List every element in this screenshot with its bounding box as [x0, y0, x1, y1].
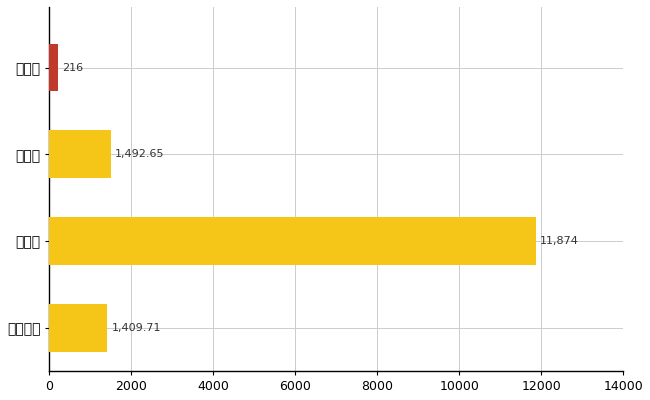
Text: 11,874: 11,874 — [540, 236, 579, 246]
Bar — [49, 217, 536, 265]
Bar — [49, 130, 110, 178]
Text: 216: 216 — [62, 63, 84, 73]
Text: 1,409.71: 1,409.71 — [111, 323, 161, 333]
Bar — [49, 44, 58, 92]
Text: 1,492.65: 1,492.65 — [115, 149, 164, 159]
Bar — [49, 304, 107, 352]
